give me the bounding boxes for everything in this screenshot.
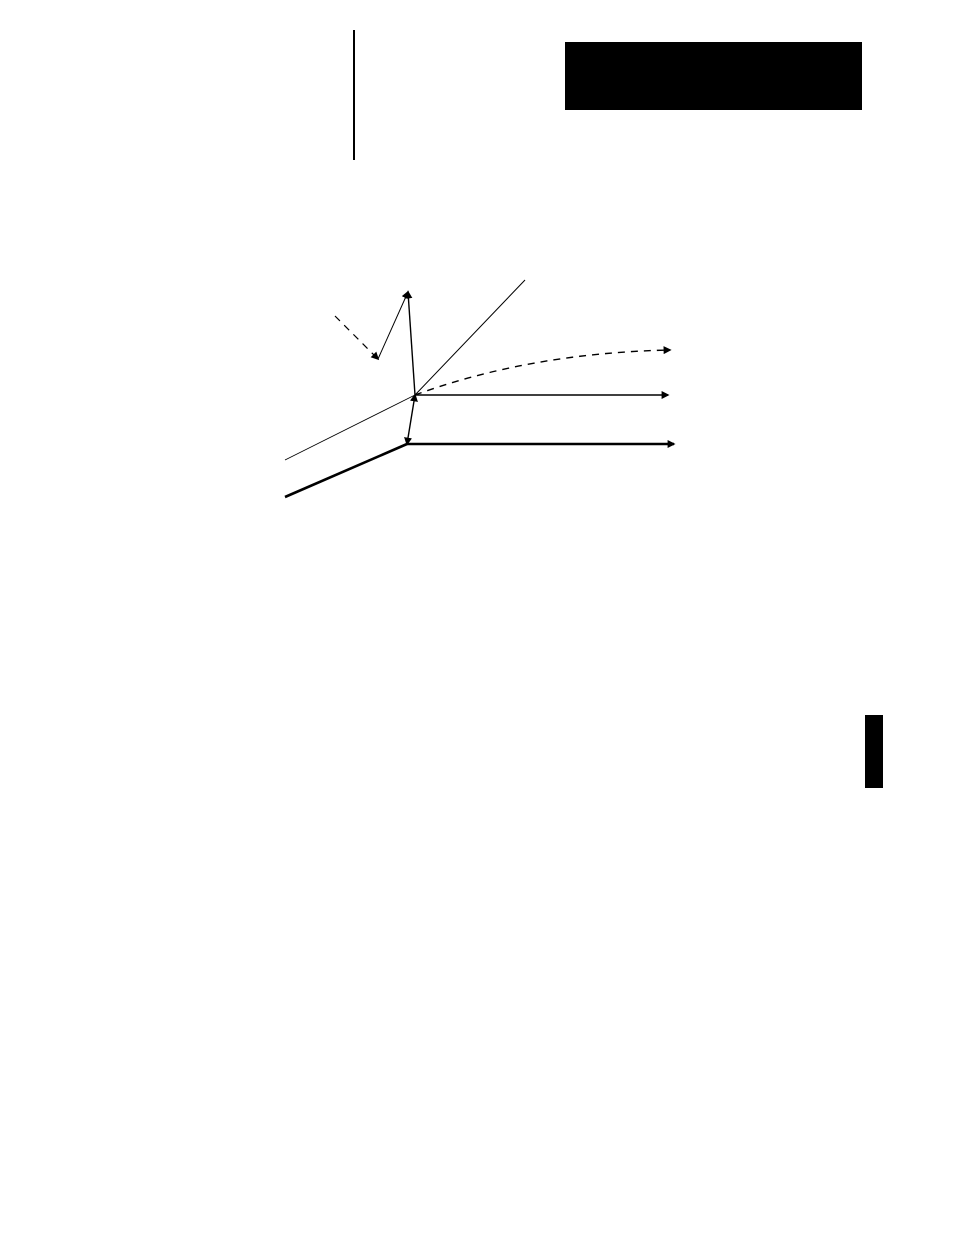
black_rect_top <box>565 42 862 110</box>
diagram-canvas <box>0 0 954 1235</box>
edge-K-B <box>285 444 407 497</box>
edge-A-H <box>415 350 670 395</box>
edge-A-C <box>408 292 415 395</box>
edge-A-B <box>407 395 415 444</box>
edge-D-C <box>378 292 408 359</box>
edge-L-D <box>335 316 378 359</box>
black_rect_side <box>865 715 883 788</box>
